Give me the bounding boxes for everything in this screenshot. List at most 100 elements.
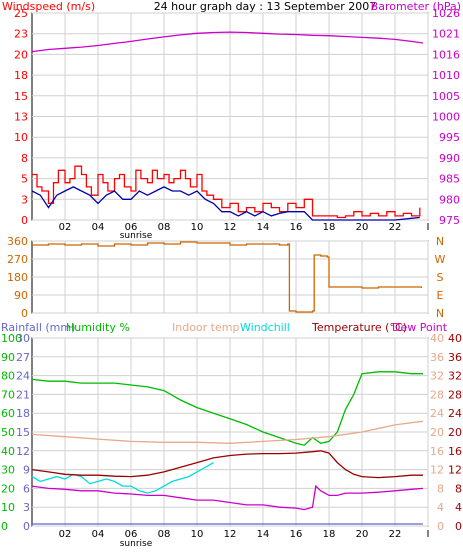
wind-time-tick-label: 22 — [389, 222, 402, 233]
rainfall-tick-label: 30 — [16, 332, 30, 345]
wind-series — [31, 31, 424, 221]
barometer-tick-label: 1021 — [432, 28, 460, 41]
dew-point-line — [31, 484, 424, 511]
humidity-axis-label: Humidity % — [66, 321, 130, 334]
windspeed-tick-label: 8 — [21, 152, 28, 165]
temperature-tick-label: 8 — [455, 482, 462, 495]
direction-tick-label: 180 — [7, 271, 28, 284]
dew-point-axis-label: Dew Point — [392, 321, 448, 334]
temperature-tick-label: 20 — [448, 426, 462, 439]
wind-time-tick-label: 02 — [59, 222, 72, 233]
direction-grid — [32, 240, 429, 314]
barometer-tick-label: 975 — [439, 214, 460, 227]
humidity-line — [31, 371, 423, 446]
rainfall-tick-label: 6 — [23, 482, 30, 495]
windspeed-tick-label: 23 — [14, 28, 28, 41]
compass-label: N — [436, 235, 444, 248]
wind-time-tick-label: 16 — [290, 222, 303, 233]
rainfall-tick-label: 27 — [16, 351, 30, 364]
windspeed-tick-label: 13 — [14, 111, 28, 124]
temperature-tick-label: 32 — [448, 370, 462, 383]
humidity-tick-label: 20 — [1, 482, 15, 495]
windspeed-tick-label: 3 — [21, 193, 28, 206]
temperature-panel: Rainfall (mm) Humidity % Indoor temp Win… — [1, 321, 462, 549]
humidity-tick-label: 10 — [1, 501, 15, 514]
windspeed-axis-label: Windspeed (m/s) — [2, 0, 95, 13]
humidity-tick-label: 80 — [1, 370, 15, 383]
windspeed-tick-label: 0 — [21, 214, 28, 227]
barometer-tick-labels: 975 980 985 990 995 1000 1005 1010 1016 1021 1026 — [432, 7, 460, 227]
rainfall-tick-label: 3 — [23, 501, 30, 514]
barometer-axis-label: Barometer (hPa) — [371, 0, 461, 13]
temperature-time-tick-label: 12 — [224, 529, 237, 540]
temperature-time-tick-label: 02 — [59, 529, 72, 540]
barometer-tick-label: 985 — [439, 173, 460, 186]
windchill-label: Windchill — [240, 321, 290, 334]
temperature-tick-label: 36 — [448, 351, 462, 364]
indoor-temp-tick-label: 16 — [430, 445, 444, 458]
indoor-temp-line — [31, 420, 424, 444]
wind-time-tick-label: 20 — [356, 222, 369, 233]
windspeed-tick-labels: 0 3 5 8 10 13 15 18 20 23 25 — [14, 7, 28, 227]
temperature-tick-label: 12 — [448, 464, 462, 477]
barometer-tick-label: 1000 — [432, 111, 460, 124]
wind-time-tick-label: 14 — [257, 222, 270, 233]
sunrise-label-top: sunrise — [120, 231, 153, 241]
rainfall-tick-label: 9 — [23, 464, 30, 477]
rainfall-tick-label: 21 — [16, 388, 30, 401]
temperature-axis-label: Temperature (°C) — [311, 321, 407, 334]
indoor-temp-tick-label: 40 — [430, 332, 444, 345]
indoor-temp-tick-label: 12 — [430, 464, 444, 477]
barometer-tick-label: 1010 — [432, 69, 460, 82]
wind-time-tick-label: 04 — [92, 222, 105, 233]
windspeed-tick-label: 20 — [14, 48, 28, 61]
indoor-temp-tick-label: 20 — [430, 426, 444, 439]
wind-time-tick-label: 06 — [125, 222, 138, 233]
rainfall-tick-label: 0 — [23, 520, 30, 533]
average-wind-line — [31, 186, 420, 221]
indoor-temp-tick-label: 36 — [430, 351, 444, 364]
barometer-tick-label: 1026 — [432, 7, 460, 20]
temperature-time-tick-labels: 02 04 06 08 10 12 14 16 18 20 22 I — [59, 529, 430, 540]
humidity-tick-label: 100 — [1, 332, 22, 345]
temperature-time-tick-label: 14 — [257, 529, 270, 540]
direction-series — [32, 241, 423, 313]
indoor-temp-tick-label: 28 — [430, 388, 444, 401]
wind-time-tick-labels: 02 04 06 08 10 12 14 16 18 20 22 I — [59, 222, 430, 233]
wind-time-tick-label: 18 — [323, 222, 336, 233]
temperature-time-tick-label: 10 — [191, 529, 204, 540]
direction-tick-labels: 0 90 180 270 360 — [7, 235, 28, 320]
barometer-tick-label: 1016 — [432, 48, 460, 61]
temperature-tick-label: 28 — [448, 388, 462, 401]
barometer-tick-label: 990 — [439, 152, 460, 165]
temperature-time-tick-label: 16 — [290, 529, 303, 540]
indoor-temp-tick-label: 4 — [437, 501, 444, 514]
indoor-temp-label: Indoor temp — [172, 321, 239, 334]
windchill-line — [31, 462, 214, 494]
direction-tick-label: 360 — [7, 235, 28, 248]
indoor-temp-tick-label: 32 — [430, 370, 444, 383]
rainfall-tick-label: 12 — [16, 445, 30, 458]
wind-grid — [32, 12, 429, 221]
humidity-tick-label: 50 — [1, 426, 15, 439]
temperature-tick-label: 40 — [448, 332, 462, 345]
temperature-time-tick-label: 18 — [323, 529, 336, 540]
temperature-tick-label: 16 — [448, 445, 462, 458]
temperature-tick-label: 4 — [455, 501, 462, 514]
compass-label: N — [436, 307, 444, 320]
direction-tick-label: 0 — [21, 307, 28, 320]
humidity-tick-label: 30 — [1, 464, 15, 477]
rainfall-axis-label: Rainfall (mm) — [1, 321, 75, 334]
temperature-tick-label: 24 — [448, 407, 462, 420]
indoor-temp-tick-label: 8 — [437, 482, 444, 495]
barometer-line — [31, 31, 424, 53]
temperature-grid — [32, 337, 429, 527]
temperature-line — [31, 450, 423, 479]
wind-time-tick-label: 08 — [158, 222, 171, 233]
temperature-time-tick-label: 06 — [125, 529, 138, 540]
rainfall-tick-label: 18 — [16, 407, 30, 420]
wind-time-tick-label: 10 — [191, 222, 204, 233]
